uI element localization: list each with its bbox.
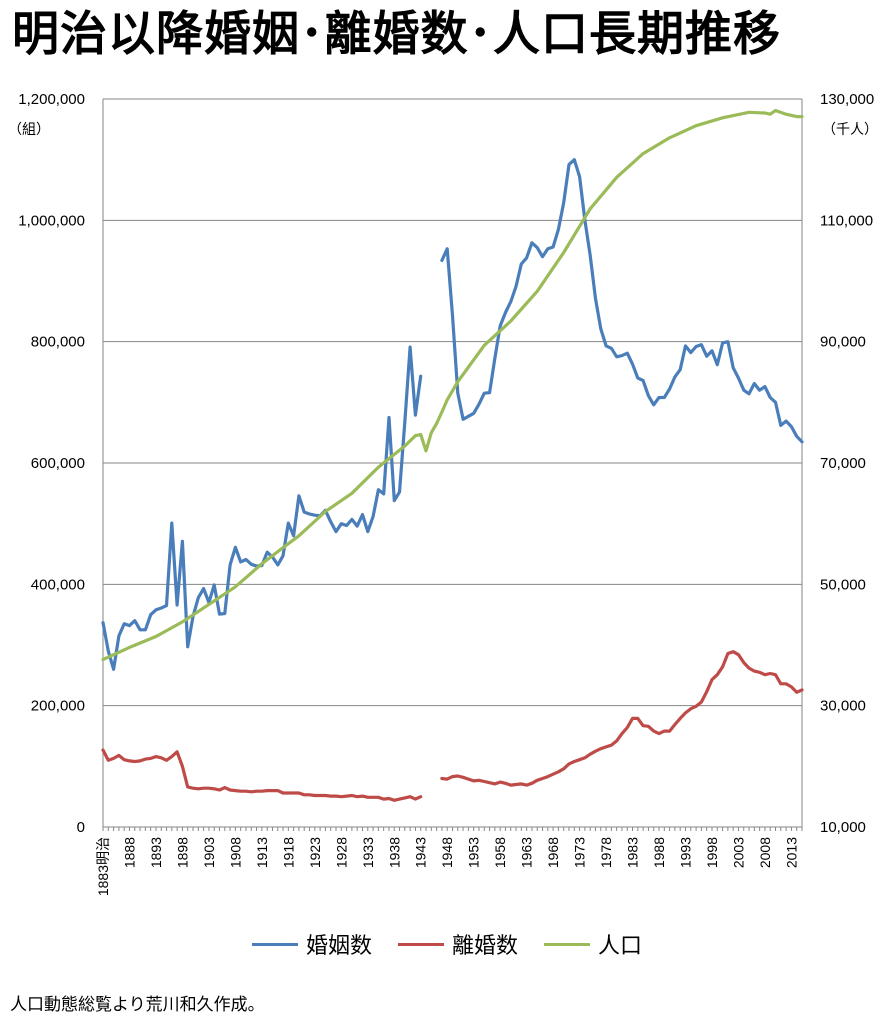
x-axis-tick-label: 1893: [148, 837, 164, 868]
x-axis-tick-label: 1913: [254, 837, 270, 868]
legend-item-marriages: 婚姻数: [251, 928, 372, 960]
x-axis-tick-label: 2003: [730, 837, 746, 868]
chart-title: 明治以降婚姻･離婚数･人口長期推移: [12, 7, 781, 62]
legend-swatch-population: [544, 942, 590, 946]
legend-swatch-divorces: [397, 942, 444, 946]
x-axis-tick-label: 1973: [572, 837, 588, 868]
left-axis-ticks: 0 200,000 400,000 600,000 800,000 1,000,000 1,…: [18, 91, 85, 836]
x-axis-tick-label: 1923: [307, 837, 323, 868]
x-axis-tick-label: 1983: [625, 837, 641, 868]
gridlines: [103, 98, 802, 707]
x-axis-tick-label: 1978: [598, 837, 614, 868]
series-line-marriages: [440, 158, 804, 444]
x-axis-tick-label: 1903: [201, 837, 217, 868]
right-axis-tick-label: 90,000: [820, 334, 866, 351]
right-axis-ticks: 10,000 30,000 50,000 70,000 90,000 110,000 130…: [820, 91, 874, 836]
x-axis-tick-label: 1898: [174, 837, 190, 868]
x-axis-tick-label: 1943: [413, 837, 429, 868]
x-axis-tick-label: 1948: [439, 837, 455, 868]
legend-item-divorces: 離婚数: [397, 928, 518, 960]
right-axis-tick-label: 30,000: [820, 698, 866, 715]
x-axis-tick-label: 1888: [121, 837, 137, 868]
right-axis-tick-label: 110,000: [820, 212, 873, 229]
x-axis-ticks: 1883明治 1888 1893 1898 1903 1908 1913 1918 1923 19…: [95, 837, 799, 896]
x-axis-tick-label: 1908: [227, 837, 243, 868]
right-axis-unit-label: （千人）: [822, 121, 878, 137]
source-note: 人口動態総覧より荒川和久作成。: [10, 995, 265, 1015]
right-axis-tick-label: 70,000: [820, 455, 866, 472]
x-axis-tick-label: 1928: [333, 837, 349, 868]
left-axis-tick-label: 1,200,000: [18, 91, 85, 108]
series-line-divorces: [101, 748, 423, 802]
x-axis-tick-label: 1933: [360, 837, 376, 868]
series-lines: [101, 108, 804, 802]
legend: 婚姻数 離婚数 人口: [0, 928, 894, 960]
legend-swatch-marriages: [251, 942, 298, 946]
legend-label-divorces: 離婚数: [451, 934, 518, 959]
series-line-marriages: [101, 345, 423, 671]
series-line-divorces: [440, 650, 804, 787]
right-axis-tick-label: 10,000: [820, 819, 866, 836]
series-line-population: [101, 108, 804, 662]
left-axis-tick-label: 600,000: [31, 455, 85, 472]
x-axis-tick-label: 2013: [783, 837, 799, 868]
legend-label-population: 人口: [598, 934, 643, 959]
x-axis-tick-label: 1993: [678, 837, 694, 868]
axes: [102, 99, 803, 831]
legend-item-population: 人口: [544, 928, 642, 960]
legend-label-marriages: 婚姻数: [305, 934, 372, 959]
x-axis-tick-label: 1998: [704, 837, 720, 868]
left-axis-tick-label: 0: [77, 819, 85, 836]
left-axis-tick-label: 800,000: [31, 334, 85, 351]
x-axis-tick-label: 1988: [651, 837, 667, 868]
x-axis-tick-label: 1953: [466, 837, 482, 868]
chart-area: 0 200,000 400,000 600,000 800,000 1,000,000 1,…: [8, 91, 878, 896]
x-axis-tick-label: 1883明治: [95, 837, 111, 896]
x-axis-tick-label: 1968: [545, 837, 561, 868]
left-axis-unit-label: （組）: [8, 121, 50, 137]
right-axis-tick-label: 50,000: [820, 576, 866, 593]
x-axis-tick-label: 2008: [757, 837, 773, 868]
x-axis-tick-label: 1918: [280, 837, 296, 868]
left-axis-tick-label: 1,000,000: [18, 212, 85, 229]
x-axis-tick-label: 1938: [386, 837, 402, 868]
x-axis-tick-label: 1963: [519, 837, 535, 868]
left-axis-tick-label: 400,000: [31, 576, 85, 593]
left-axis-tick-label: 200,000: [31, 698, 85, 715]
x-axis-tick-label: 1958: [492, 837, 508, 868]
right-axis-tick-label: 130,000: [820, 91, 874, 108]
